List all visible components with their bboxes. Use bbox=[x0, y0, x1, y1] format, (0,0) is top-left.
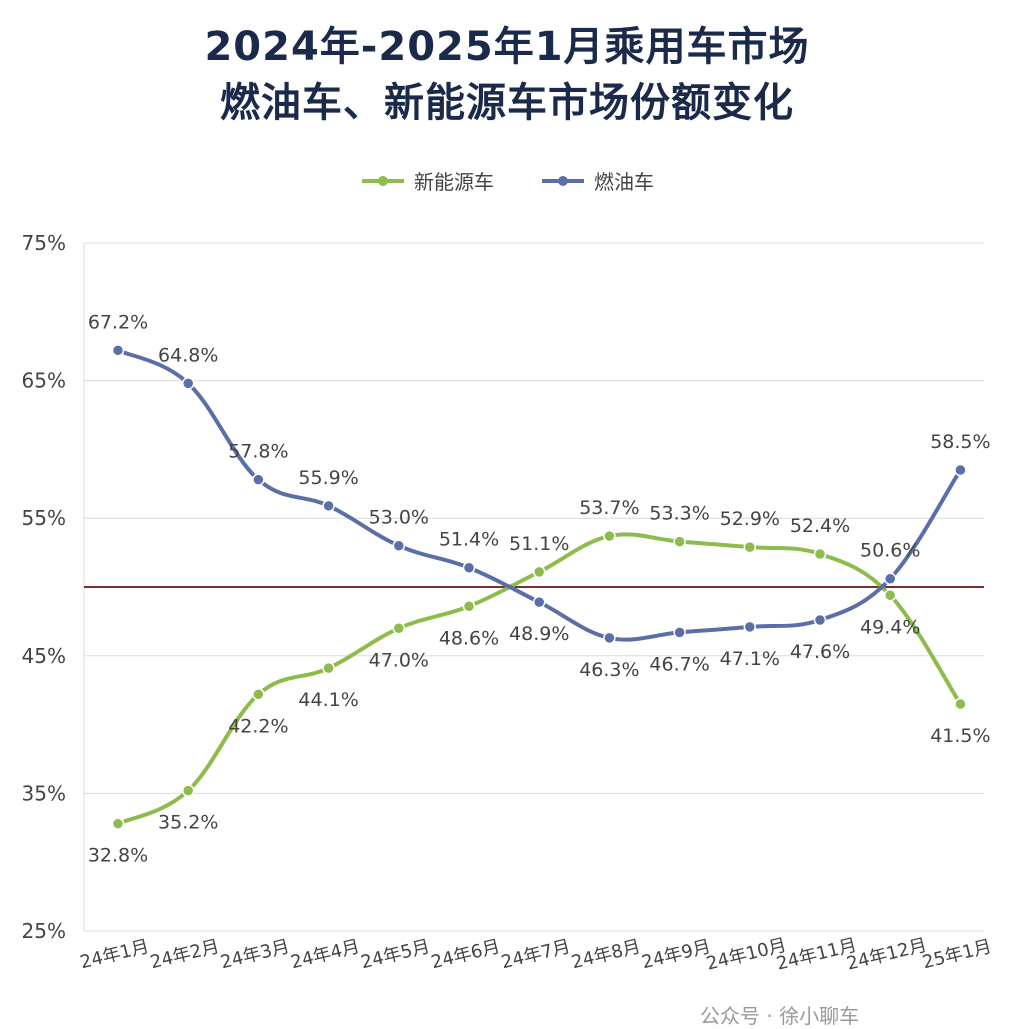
x-tick-label: 24年9月 bbox=[640, 936, 713, 973]
x-tick-label: 24年1月 bbox=[78, 936, 151, 973]
data-point[interactable] bbox=[813, 547, 827, 561]
legend-item-ice[interactable]: 燃油车 bbox=[540, 166, 654, 195]
data-point[interactable] bbox=[392, 539, 406, 552]
legend: 新能源车 燃油车 bbox=[0, 166, 1014, 195]
x-tick-label: 24年5月 bbox=[359, 936, 432, 973]
data-point[interactable] bbox=[181, 784, 195, 797]
x-tick-label: 24年7月 bbox=[499, 936, 572, 973]
data-point[interactable] bbox=[954, 463, 967, 477]
data-point[interactable] bbox=[181, 377, 195, 390]
chart-subtitle: 燃油车、新能源车市场份额变化 bbox=[220, 80, 794, 126]
x-tick-label: 24年4月 bbox=[289, 936, 362, 973]
data-label: 52.4% bbox=[790, 515, 850, 537]
data-label: 51.4% bbox=[439, 529, 499, 551]
data-label: 53.7% bbox=[579, 497, 639, 519]
data-label: 41.5% bbox=[930, 725, 990, 747]
data-point[interactable] bbox=[322, 499, 335, 513]
watermark: 公众号 · 徐小聊车 bbox=[700, 1004, 860, 1028]
data-label: 53.3% bbox=[649, 503, 709, 525]
data-label: 35.2% bbox=[158, 812, 218, 834]
data-label: 47.1% bbox=[720, 648, 780, 670]
data-point[interactable] bbox=[743, 620, 757, 634]
data-label: 46.3% bbox=[579, 659, 639, 681]
data-label: 46.7% bbox=[649, 653, 709, 675]
legend-label-nev: 新能源车 bbox=[414, 170, 494, 194]
data-label: 52.9% bbox=[720, 508, 780, 530]
data-label: 49.4% bbox=[860, 616, 920, 638]
y-tick-label: 75% bbox=[22, 231, 66, 255]
data-point[interactable] bbox=[673, 535, 686, 548]
data-point[interactable] bbox=[883, 589, 897, 602]
data-point[interactable] bbox=[883, 572, 897, 585]
x-tick-label: 24年3月 bbox=[218, 936, 291, 973]
y-tick-label: 65% bbox=[22, 369, 66, 393]
data-point[interactable] bbox=[462, 600, 476, 613]
data-point[interactable] bbox=[252, 473, 265, 486]
x-tick-label: 24年8月 bbox=[569, 936, 642, 973]
x-tick-label: 25年1月 bbox=[920, 936, 993, 973]
legend-swatch-ice bbox=[542, 175, 584, 186]
data-point[interactable] bbox=[603, 529, 616, 543]
y-tick-label: 45% bbox=[22, 644, 66, 668]
data-point[interactable] bbox=[532, 595, 546, 609]
y-tick-label: 35% bbox=[22, 781, 66, 805]
x-tick-label: 24年6月 bbox=[429, 936, 502, 973]
data-point[interactable] bbox=[532, 565, 546, 579]
data-point[interactable] bbox=[111, 344, 125, 357]
data-label: 48.9% bbox=[509, 623, 569, 645]
data-label: 58.5% bbox=[930, 431, 990, 453]
data-point[interactable] bbox=[462, 561, 476, 574]
data-label: 64.8% bbox=[158, 344, 218, 366]
x-tick-label: 24年2月 bbox=[148, 936, 221, 973]
data-label: 67.2% bbox=[88, 311, 148, 333]
data-label: 32.8% bbox=[88, 845, 148, 867]
data-label: 42.2% bbox=[228, 715, 288, 737]
data-point[interactable] bbox=[603, 631, 616, 645]
data-point[interactable] bbox=[673, 626, 686, 639]
legend-swatch-nev bbox=[362, 175, 404, 186]
y-tick-label: 55% bbox=[22, 506, 66, 530]
data-point[interactable] bbox=[813, 613, 827, 627]
data-point[interactable] bbox=[322, 661, 335, 675]
y-tick-label: 25% bbox=[22, 919, 66, 943]
data-point[interactable] bbox=[743, 540, 757, 554]
data-point[interactable] bbox=[954, 697, 967, 711]
data-label: 44.1% bbox=[298, 689, 358, 711]
data-label: 51.1% bbox=[509, 533, 569, 555]
data-label: 53.0% bbox=[369, 507, 429, 529]
chart-title: 2024年-2025年1月乘用车市场 bbox=[204, 24, 810, 70]
data-label: 47.6% bbox=[790, 641, 850, 663]
legend-item-nev[interactable]: 新能源车 bbox=[360, 166, 494, 195]
data-label: 57.8% bbox=[228, 441, 288, 463]
data-point[interactable] bbox=[111, 817, 125, 830]
data-label: 55.9% bbox=[298, 467, 358, 489]
data-point[interactable] bbox=[392, 622, 406, 635]
data-label: 50.6% bbox=[860, 540, 920, 562]
data-label: 47.0% bbox=[369, 649, 429, 671]
x-tick-label: 24年12月 bbox=[845, 935, 929, 975]
data-point[interactable] bbox=[252, 688, 265, 701]
legend-label-ice: 燃油车 bbox=[594, 170, 654, 194]
data-label: 48.6% bbox=[439, 627, 499, 649]
